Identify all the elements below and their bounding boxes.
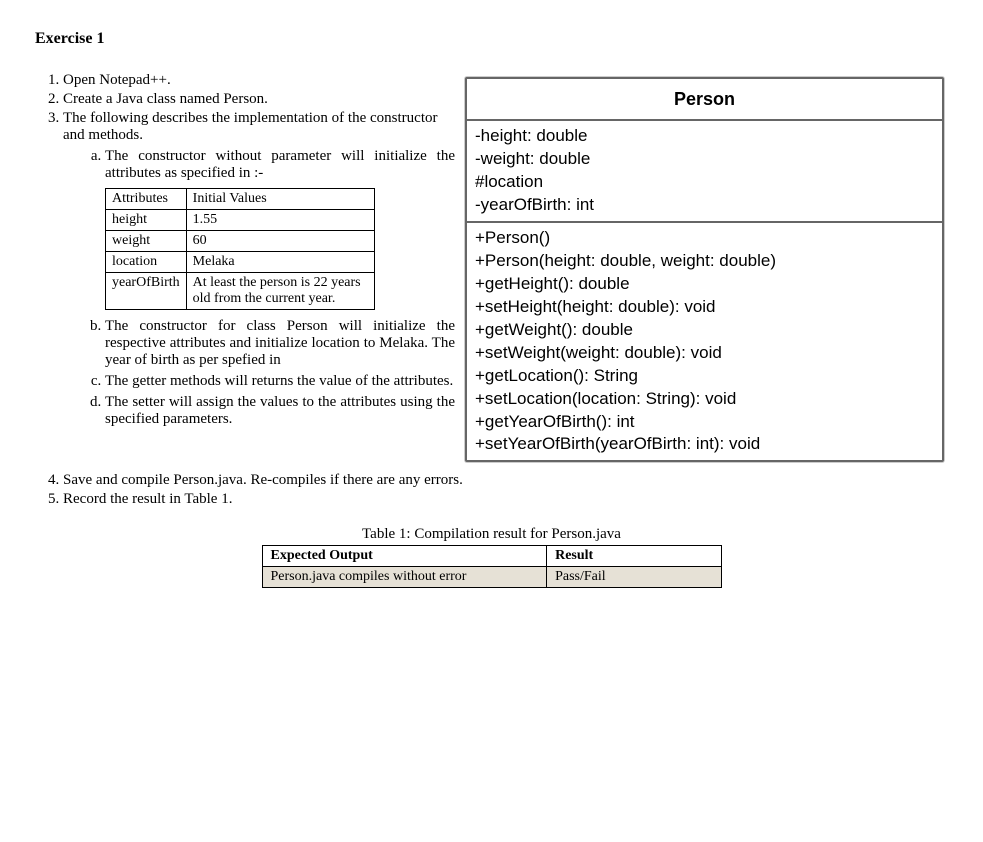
attr-cell: yearOfBirth xyxy=(106,273,187,310)
step-3a-text: The constructor without parameter will i… xyxy=(105,148,455,181)
table-row: Attributes Initial Values xyxy=(106,189,375,210)
step-3c: The getter methods will returns the valu… xyxy=(105,373,455,390)
uml-attributes: -height: double -weight: double #locatio… xyxy=(467,121,942,221)
left-column: Open Notepad++. Create a Java class name… xyxy=(35,72,455,432)
uml-method: +getHeight(): double xyxy=(475,273,934,296)
step-3a: The constructor without parameter will i… xyxy=(105,148,455,310)
attr-header: Attributes xyxy=(106,189,187,210)
uml-method: +getYearOfBirth(): int xyxy=(475,411,934,434)
step-2: Create a Java class named Person. xyxy=(63,91,455,108)
table-row: location Melaka xyxy=(106,252,375,273)
uml-method: +setWeight(weight: double): void xyxy=(475,342,934,365)
uml-method: +setHeight(height: double): void xyxy=(475,296,934,319)
step-3b: The constructor for class Person will in… xyxy=(105,318,455,369)
uml-attr: -height: double xyxy=(475,125,934,148)
uml-method: +setYearOfBirth(yearOfBirth: int): void xyxy=(475,433,934,456)
step-3: The following describes the implementati… xyxy=(63,110,455,428)
step-5: Record the result in Table 1. xyxy=(63,491,948,508)
val-header: Initial Values xyxy=(186,189,374,210)
attributes-table: Attributes Initial Values height 1.55 we… xyxy=(105,188,375,310)
uml-attr: -yearOfBirth: int xyxy=(475,194,934,217)
attr-cell: location xyxy=(106,252,187,273)
result-table: Expected Output Result Person.java compi… xyxy=(262,545,722,588)
uml-diagram: Person -height: double -weight: double #… xyxy=(465,77,944,462)
steps-list-cont: Save and compile Person.java. Re-compile… xyxy=(35,472,948,508)
steps-list: Open Notepad++. Create a Java class name… xyxy=(35,72,455,428)
val-cell: 1.55 xyxy=(186,210,374,231)
step-3-text: The following describes the implementati… xyxy=(63,110,437,143)
uml-method: +getLocation(): String xyxy=(475,365,934,388)
result-header: Expected Output xyxy=(262,546,547,567)
attr-cell: weight xyxy=(106,231,187,252)
uml-method: +Person(height: double, weight: double) xyxy=(475,250,934,273)
uml-method: +setLocation(location: String): void xyxy=(475,388,934,411)
val-cell: At least the person is 22 years old from… xyxy=(186,273,374,310)
table-row: height 1.55 xyxy=(106,210,375,231)
result-header: Result xyxy=(547,546,721,567)
val-cell: Melaka xyxy=(186,252,374,273)
page-title: Exercise 1 xyxy=(35,30,948,48)
uml-method: +getWeight(): double xyxy=(475,319,934,342)
uml-class-name: Person xyxy=(467,79,942,121)
step-3d: The setter will assign the values to the… xyxy=(105,394,455,428)
table-row: yearOfBirth At least the person is 22 ye… xyxy=(106,273,375,310)
uml-attr: -weight: double xyxy=(475,148,934,171)
uml-methods: +Person() +Person(height: double, weight… xyxy=(467,221,942,460)
table-row: Expected Output Result xyxy=(262,546,721,567)
uml-attr: #location xyxy=(475,171,934,194)
step-1: Open Notepad++. xyxy=(63,72,455,89)
table-row: Person.java compiles without error Pass/… xyxy=(262,567,721,588)
attr-cell: height xyxy=(106,210,187,231)
val-cell: 60 xyxy=(186,231,374,252)
result-cell: Pass/Fail xyxy=(547,567,721,588)
step-3-sublist: The constructor without parameter will i… xyxy=(63,148,455,428)
result-cell: Person.java compiles without error xyxy=(262,567,547,588)
table1-caption: Table 1: Compilation result for Person.j… xyxy=(35,526,948,543)
uml-method: +Person() xyxy=(475,227,934,250)
step-4: Save and compile Person.java. Re-compile… xyxy=(63,472,948,489)
table-row: weight 60 xyxy=(106,231,375,252)
